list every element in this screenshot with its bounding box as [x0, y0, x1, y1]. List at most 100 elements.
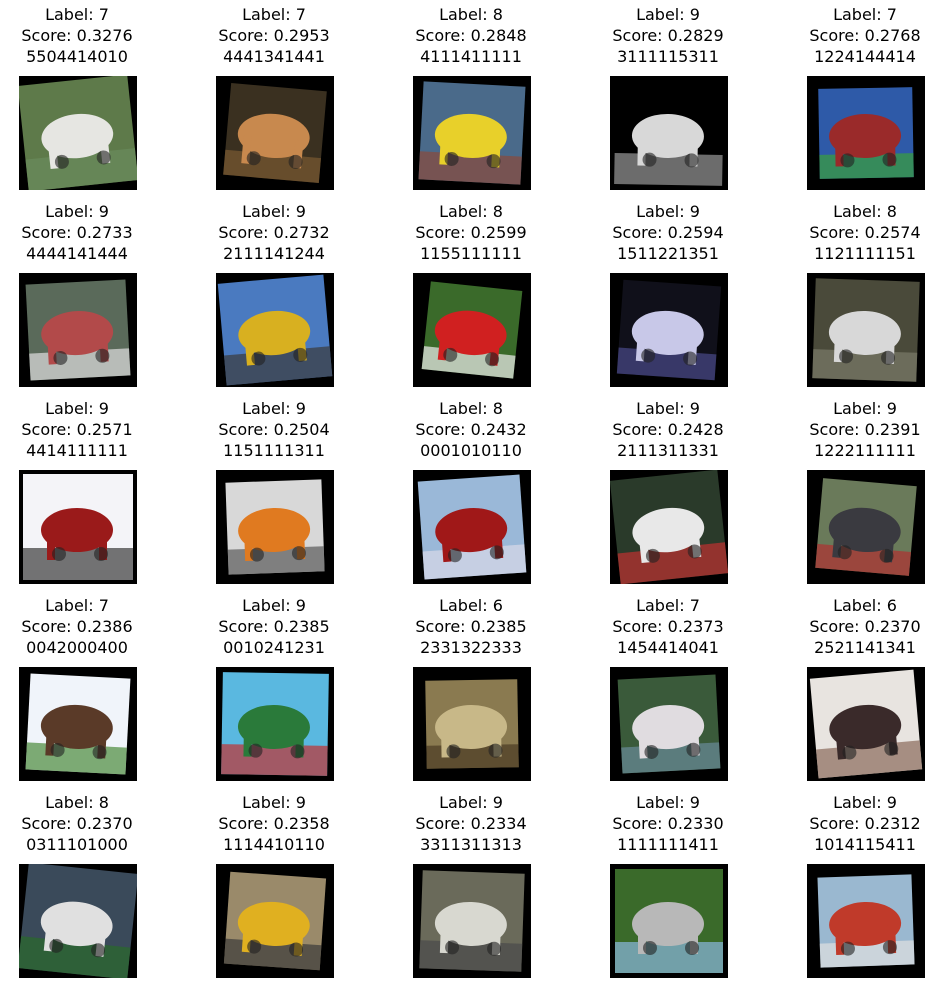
- cell-caption: Label: 6 Score: 0.2385 2331322333: [391, 595, 551, 658]
- caption-score: Score: 0.2391: [809, 420, 921, 439]
- thumbnail-image: [216, 667, 334, 781]
- cell-caption: Label: 6 Score: 0.2370 2521141341: [785, 595, 925, 658]
- caption-score: Score: 0.3276: [21, 26, 133, 45]
- caption-score: Score: 0.2594: [612, 223, 724, 242]
- caption-score: Score: 0.2599: [415, 223, 527, 242]
- cell-caption: Label: 9 Score: 0.2732 2111141244: [194, 201, 354, 264]
- thumbnail-image: [610, 76, 728, 190]
- grid-cell: Label: 9 Score: 0.2391 1222111111: [785, 394, 925, 584]
- caption-label: Label: 8: [439, 202, 503, 221]
- caption-score: Score: 0.2385: [415, 617, 527, 636]
- caption-code: 0042000400: [26, 638, 128, 657]
- cell-caption: Label: 9 Score: 0.2504 1151111311: [194, 398, 354, 461]
- grid-cell: Label: 8 Score: 0.2574 1121111151: [785, 197, 925, 387]
- caption-label: Label: 9: [242, 596, 306, 615]
- caption-code: 1511221351: [617, 244, 719, 263]
- caption-code: 3111115311: [617, 47, 719, 66]
- caption-code: 1224144414: [814, 47, 916, 66]
- caption-label: Label: 7: [636, 596, 700, 615]
- caption-label: Label: 8: [45, 793, 109, 812]
- grid-cell: Label: 9 Score: 0.2594 1511221351: [588, 197, 748, 387]
- cell-caption: Label: 8 Score: 0.2574 1121111151: [785, 201, 925, 264]
- caption-code: 2521141341: [814, 638, 916, 657]
- caption-code: 1111111411: [617, 835, 719, 854]
- thumbnail-image: [610, 470, 728, 584]
- grid-cell: Label: 9 Score: 0.2504 1151111311: [194, 394, 354, 584]
- grid-cell: Label: 7 Score: 0.2373 1454414041: [588, 591, 748, 781]
- caption-code: 4444141444: [26, 244, 128, 263]
- grid-cell: Label: 6 Score: 0.2385 2331322333: [391, 591, 551, 781]
- caption-code: 0311101000: [26, 835, 128, 854]
- grid-cell: Label: 8 Score: 0.2848 4111411111: [391, 0, 551, 190]
- thumbnail-image: [610, 864, 728, 978]
- cell-caption: Label: 8 Score: 0.2848 4111411111: [391, 4, 551, 67]
- caption-code: 1222111111: [814, 441, 916, 460]
- thumbnail-image: [19, 470, 137, 584]
- caption-label: Label: 9: [636, 793, 700, 812]
- cell-caption: Label: 7 Score: 0.3276 5504414010: [0, 4, 157, 67]
- cell-caption: Label: 7 Score: 0.2953 4441341441: [194, 4, 354, 67]
- cell-caption: Label: 9 Score: 0.2829 3111115311: [588, 4, 748, 67]
- caption-code: 1151111311: [223, 441, 325, 460]
- grid-cell: Label: 9 Score: 0.2358 1114410110: [194, 788, 354, 978]
- cell-caption: Label: 9 Score: 0.2358 1114410110: [194, 792, 354, 855]
- caption-code: 1014115411: [814, 835, 916, 854]
- caption-label: Label: 9: [439, 793, 503, 812]
- grid-cell: Label: 7 Score: 0.2768 1224144414: [785, 0, 925, 190]
- thumbnail-image: [807, 273, 925, 387]
- caption-code: 4441341441: [223, 47, 325, 66]
- caption-score: Score: 0.2768: [809, 26, 921, 45]
- caption-score: Score: 0.2848: [415, 26, 527, 45]
- thumbnail-image: [413, 864, 531, 978]
- caption-score: Score: 0.2733: [21, 223, 133, 242]
- caption-score: Score: 0.2953: [218, 26, 330, 45]
- caption-score: Score: 0.2574: [809, 223, 921, 242]
- cell-caption: Label: 7 Score: 0.2373 1454414041: [588, 595, 748, 658]
- caption-code: 5504414010: [26, 47, 128, 66]
- grid-cell: Label: 9 Score: 0.2829 3111115311: [588, 0, 748, 190]
- cell-caption: Label: 9 Score: 0.2571 4414111111: [0, 398, 157, 461]
- caption-score: Score: 0.2373: [612, 617, 724, 636]
- caption-code: 0010241231: [223, 638, 325, 657]
- grid-cell: Label: 7 Score: 0.3276 5504414010: [0, 0, 157, 190]
- grid-cell: Label: 9 Score: 0.2385 0010241231: [194, 591, 354, 781]
- cell-caption: Label: 8 Score: 0.2432 0001010110: [391, 398, 551, 461]
- thumbnail-image: [610, 667, 728, 781]
- caption-score: Score: 0.2432: [415, 420, 527, 439]
- cell-caption: Label: 9 Score: 0.2391 1222111111: [785, 398, 925, 461]
- cell-caption: Label: 7 Score: 0.2768 1224144414: [785, 4, 925, 67]
- thumbnail-image: [413, 76, 531, 190]
- thumbnail-image: [413, 470, 531, 584]
- caption-label: Label: 9: [636, 5, 700, 24]
- caption-label: Label: 9: [833, 399, 897, 418]
- caption-code: 1454414041: [617, 638, 719, 657]
- caption-score: Score: 0.2829: [612, 26, 724, 45]
- thumbnail-image: [19, 667, 137, 781]
- grid-cell: Label: 8 Score: 0.2370 0311101000: [0, 788, 157, 978]
- thumbnail-image: [807, 470, 925, 584]
- grid-cell: Label: 8 Score: 0.2432 0001010110: [391, 394, 551, 584]
- grid-cell: Label: 9 Score: 0.2312 1014115411: [785, 788, 925, 978]
- caption-label: Label: 8: [439, 399, 503, 418]
- caption-score: Score: 0.2386: [21, 617, 133, 636]
- caption-score: Score: 0.2312: [809, 814, 921, 833]
- caption-score: Score: 0.2358: [218, 814, 330, 833]
- grid-cell: Label: 8 Score: 0.2599 1155111111: [391, 197, 551, 387]
- caption-label: Label: 9: [45, 202, 109, 221]
- grid-cell: Label: 7 Score: 0.2386 0042000400: [0, 591, 157, 781]
- thumbnail-image: [19, 76, 137, 190]
- caption-label: Label: 9: [833, 793, 897, 812]
- caption-label: Label: 8: [833, 202, 897, 221]
- grid-cell: Label: 9 Score: 0.2571 4414111111: [0, 394, 157, 584]
- caption-code: 3311311313: [420, 835, 522, 854]
- cell-caption: Label: 7 Score: 0.2386 0042000400: [0, 595, 157, 658]
- caption-label: Label: 7: [45, 5, 109, 24]
- caption-label: Label: 6: [833, 596, 897, 615]
- grid-cell: Label: 6 Score: 0.2370 2521141341: [785, 591, 925, 781]
- cell-caption: Label: 9 Score: 0.2330 1111111411: [588, 792, 748, 855]
- caption-label: Label: 9: [636, 202, 700, 221]
- thumbnail-image: [216, 76, 334, 190]
- cell-caption: Label: 9 Score: 0.2385 0010241231: [194, 595, 354, 658]
- caption-score: Score: 0.2334: [415, 814, 527, 833]
